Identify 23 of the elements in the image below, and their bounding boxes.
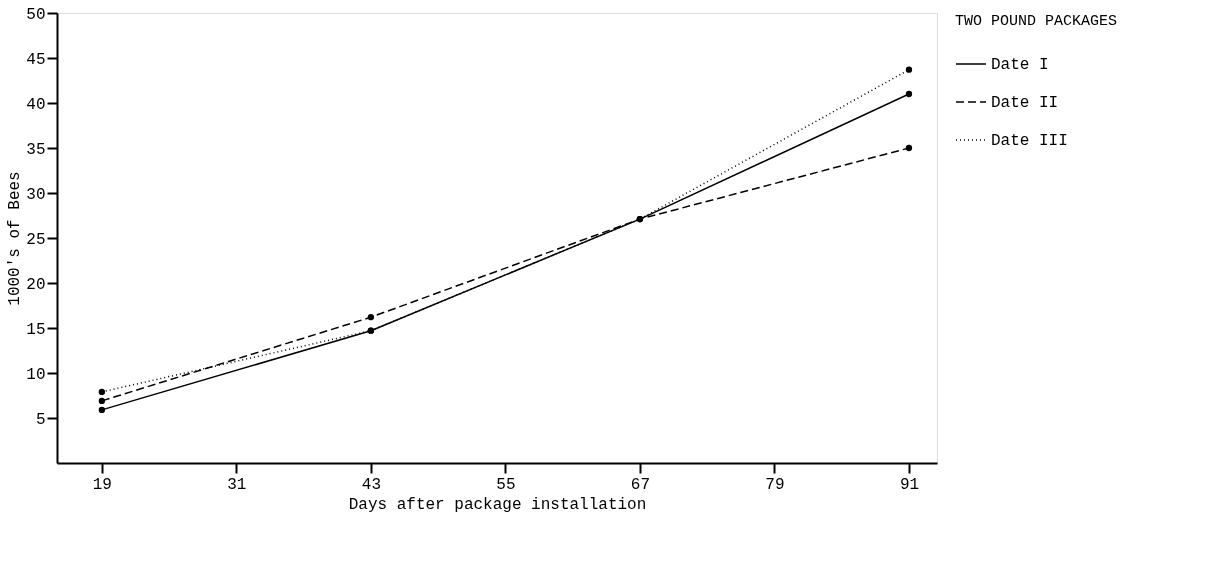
y-tick-label: 10 xyxy=(26,365,46,384)
y-tick-label: 5 xyxy=(35,410,46,429)
x-tick-label: 91 xyxy=(899,475,920,494)
legend-label: Date II xyxy=(991,94,1059,112)
y-tick-label: 50 xyxy=(26,5,46,24)
legend-label: Date I xyxy=(991,56,1049,74)
x-tick-label: 31 xyxy=(227,475,247,494)
x-tick-label: 67 xyxy=(630,475,651,494)
y-tick-label: 25 xyxy=(26,230,46,249)
y-tick-label: 30 xyxy=(26,185,46,204)
x-axis-title: Days after package installation xyxy=(348,495,647,514)
y-tick-label: 20 xyxy=(26,275,46,294)
x-tick-label: 55 xyxy=(496,475,516,494)
legend-title: TWO POUND PACKAGES xyxy=(955,13,1118,30)
x-tick-label: 19 xyxy=(92,475,112,494)
legend-label: Date III xyxy=(991,132,1068,150)
y-tick-label: 35 xyxy=(26,140,46,159)
x-tick-label: 79 xyxy=(765,475,785,494)
y-tick-label: 15 xyxy=(26,320,46,339)
y-tick-label: 45 xyxy=(26,50,46,69)
y-tick-label: 40 xyxy=(26,95,46,114)
x-tick-label: 43 xyxy=(361,475,381,494)
y-axis-title: 1000's of Bees xyxy=(6,171,25,306)
